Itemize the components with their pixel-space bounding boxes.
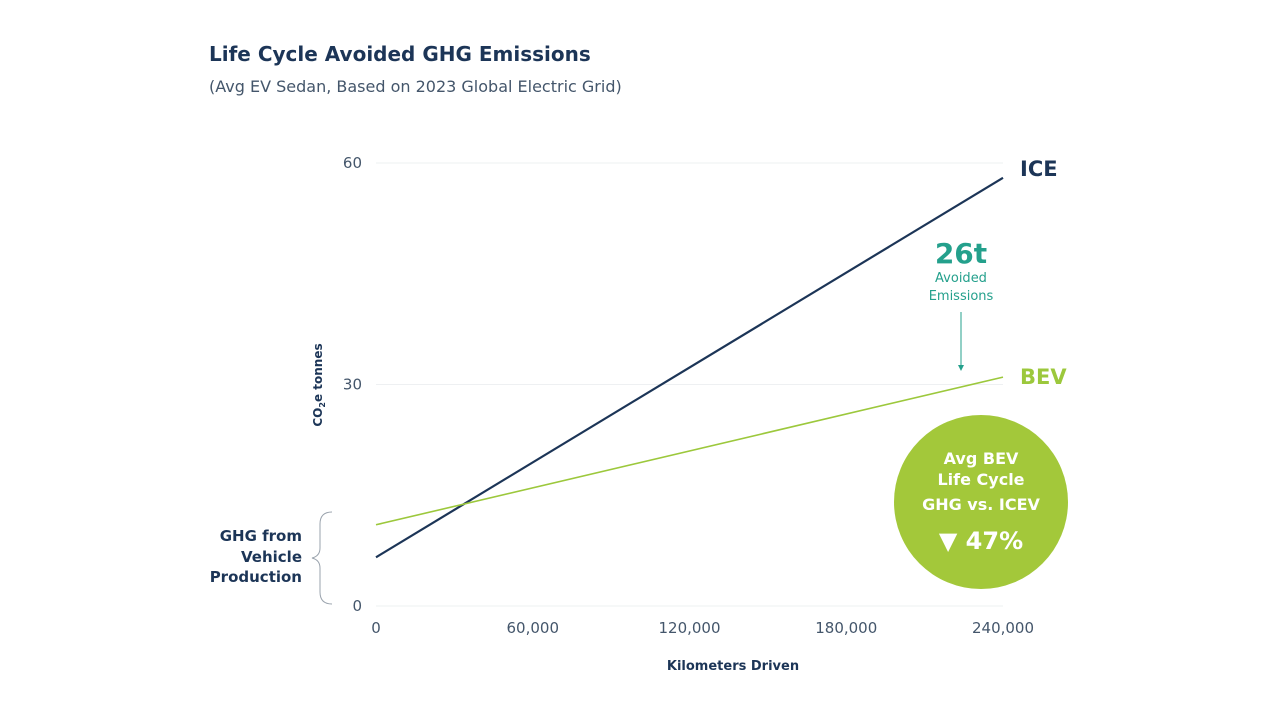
x-tick-label: 0 [371, 619, 381, 637]
y-tick-label: 0 [352, 597, 362, 615]
avoided-label-1: Avoided [935, 271, 987, 286]
x-axis-label: Kilometers Driven [667, 659, 799, 674]
production-label-1: GHG from [220, 527, 302, 545]
chart-subtitle: (Avg EV Sedan, Based on 2023 Global Elec… [209, 77, 622, 96]
arrow-head-icon [958, 365, 964, 371]
avoided-label-2: Emissions [929, 289, 994, 304]
series-label-ice: ICE [1020, 157, 1058, 181]
reduction-badge [894, 415, 1068, 589]
badge-line-2: Life Cycle [937, 470, 1024, 489]
series-line-ice [375, 176, 1004, 559]
badge-line-3: GHG vs. ICEV [922, 495, 1040, 514]
y-axis-label: CO2e tonnes [311, 343, 327, 426]
y-tick-label: 60 [343, 154, 362, 172]
x-tick-label: 240,000 [972, 619, 1034, 637]
x-tick-label: 180,000 [815, 619, 877, 637]
x-tick-label: 120,000 [658, 619, 720, 637]
y-tick-label: 30 [343, 376, 362, 394]
badge-line-1: Avg BEV [944, 449, 1019, 468]
series-line-bev [375, 376, 1004, 526]
brace-icon [311, 511, 333, 605]
series-label-bev: BEV [1020, 365, 1067, 389]
avoided-value: 26t [935, 237, 987, 270]
production-label-2: Vehicle [241, 548, 302, 566]
badge-value: ▼ 47% [939, 527, 1023, 555]
x-tick-label: 60,000 [507, 619, 560, 637]
production-label-3: Production [210, 568, 302, 586]
chart-title: Life Cycle Avoided GHG Emissions [209, 42, 591, 66]
